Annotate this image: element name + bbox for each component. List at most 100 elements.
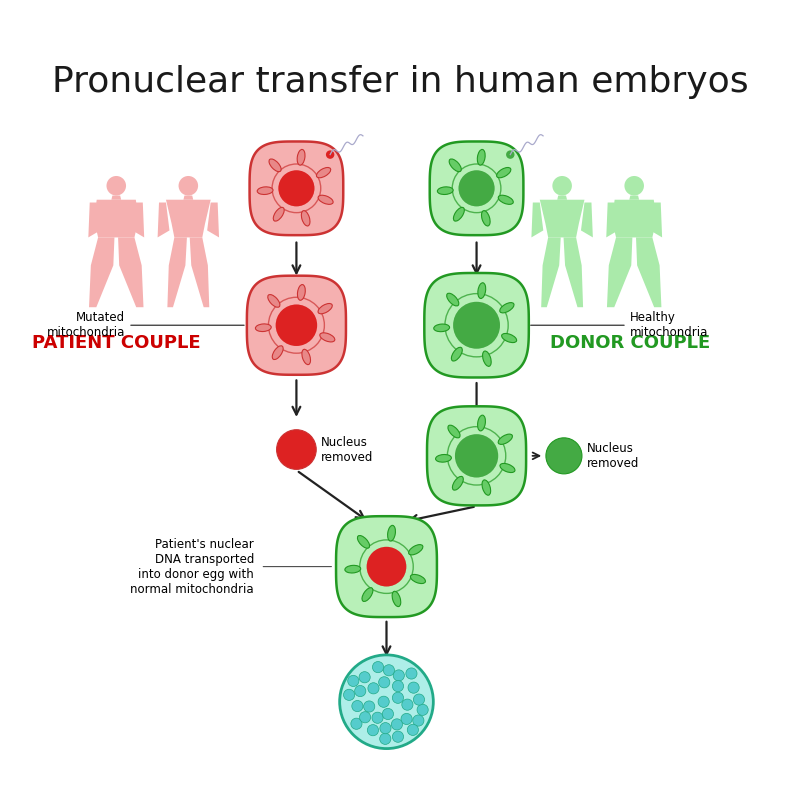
- Ellipse shape: [500, 302, 514, 313]
- Ellipse shape: [255, 324, 271, 331]
- Ellipse shape: [498, 195, 514, 204]
- Ellipse shape: [320, 333, 335, 342]
- Text: Pronuclear transfer in human embryos: Pronuclear transfer in human embryos: [52, 65, 748, 99]
- Circle shape: [460, 440, 493, 472]
- Circle shape: [392, 681, 403, 692]
- Ellipse shape: [448, 425, 460, 438]
- Circle shape: [366, 547, 406, 586]
- Circle shape: [466, 445, 487, 466]
- Circle shape: [557, 449, 571, 463]
- Ellipse shape: [482, 480, 490, 495]
- Text: Nucleus
removed: Nucleus removed: [586, 442, 639, 470]
- Circle shape: [366, 547, 406, 586]
- Ellipse shape: [274, 207, 284, 221]
- Polygon shape: [190, 238, 210, 307]
- Text: PATIENT COUPLE: PATIENT COUPLE: [32, 334, 201, 352]
- Circle shape: [285, 438, 308, 462]
- Polygon shape: [336, 516, 437, 617]
- Polygon shape: [183, 195, 194, 200]
- Polygon shape: [118, 238, 143, 307]
- Circle shape: [417, 704, 428, 715]
- Circle shape: [178, 176, 198, 195]
- Ellipse shape: [362, 588, 373, 602]
- Circle shape: [402, 699, 413, 710]
- Circle shape: [553, 445, 574, 466]
- Circle shape: [352, 701, 363, 712]
- Polygon shape: [424, 273, 529, 378]
- Circle shape: [106, 176, 126, 195]
- Circle shape: [413, 715, 424, 726]
- Ellipse shape: [449, 159, 462, 172]
- Ellipse shape: [388, 526, 395, 541]
- Circle shape: [458, 170, 494, 206]
- Polygon shape: [558, 195, 567, 200]
- Ellipse shape: [478, 415, 486, 431]
- Ellipse shape: [482, 351, 491, 366]
- Circle shape: [354, 686, 366, 697]
- Polygon shape: [531, 202, 543, 238]
- Text: Nucleus
removed: Nucleus removed: [321, 435, 373, 463]
- Circle shape: [391, 719, 402, 730]
- Ellipse shape: [502, 334, 517, 342]
- Circle shape: [401, 714, 412, 725]
- Text: Patient's nuclear
DNA transported
into donor egg with
normal mitochondria: Patient's nuclear DNA transported into d…: [130, 538, 254, 596]
- Ellipse shape: [446, 294, 459, 306]
- Circle shape: [465, 314, 488, 337]
- Ellipse shape: [345, 566, 361, 573]
- Polygon shape: [250, 142, 343, 235]
- Circle shape: [378, 696, 390, 707]
- Circle shape: [552, 176, 572, 195]
- Circle shape: [343, 690, 354, 701]
- Circle shape: [380, 734, 391, 745]
- Ellipse shape: [454, 207, 464, 221]
- Circle shape: [283, 175, 310, 202]
- Circle shape: [360, 540, 414, 594]
- Circle shape: [380, 722, 391, 734]
- Circle shape: [407, 724, 418, 735]
- Circle shape: [278, 170, 314, 206]
- Ellipse shape: [272, 346, 283, 359]
- Ellipse shape: [318, 195, 333, 204]
- Ellipse shape: [500, 463, 515, 473]
- Circle shape: [289, 442, 304, 458]
- Ellipse shape: [453, 476, 463, 490]
- Ellipse shape: [298, 285, 306, 300]
- Polygon shape: [247, 276, 346, 374]
- Circle shape: [276, 305, 317, 346]
- Polygon shape: [630, 195, 639, 200]
- Ellipse shape: [269, 159, 281, 172]
- Ellipse shape: [358, 535, 370, 548]
- Circle shape: [368, 682, 379, 694]
- Circle shape: [383, 665, 394, 676]
- Circle shape: [378, 677, 390, 688]
- Polygon shape: [427, 406, 526, 506]
- Polygon shape: [606, 202, 618, 238]
- Circle shape: [269, 298, 324, 354]
- Ellipse shape: [434, 324, 450, 332]
- Ellipse shape: [478, 282, 486, 298]
- Circle shape: [550, 442, 578, 470]
- Circle shape: [277, 430, 316, 470]
- Polygon shape: [541, 238, 561, 307]
- Text: Healthy
mitochondria: Healthy mitochondria: [530, 311, 708, 339]
- Circle shape: [467, 179, 486, 198]
- Circle shape: [351, 718, 362, 730]
- Polygon shape: [166, 200, 210, 238]
- Ellipse shape: [318, 303, 332, 314]
- Ellipse shape: [268, 294, 280, 307]
- Polygon shape: [612, 200, 657, 238]
- Circle shape: [546, 438, 582, 474]
- Polygon shape: [207, 202, 219, 238]
- Circle shape: [326, 150, 334, 159]
- Polygon shape: [167, 238, 187, 307]
- Circle shape: [453, 302, 500, 349]
- Circle shape: [276, 305, 317, 346]
- Circle shape: [372, 552, 402, 582]
- Ellipse shape: [297, 150, 305, 165]
- Circle shape: [373, 662, 384, 673]
- Polygon shape: [158, 202, 170, 238]
- Polygon shape: [89, 238, 114, 307]
- Circle shape: [377, 557, 396, 577]
- Circle shape: [408, 682, 419, 694]
- Polygon shape: [540, 200, 585, 238]
